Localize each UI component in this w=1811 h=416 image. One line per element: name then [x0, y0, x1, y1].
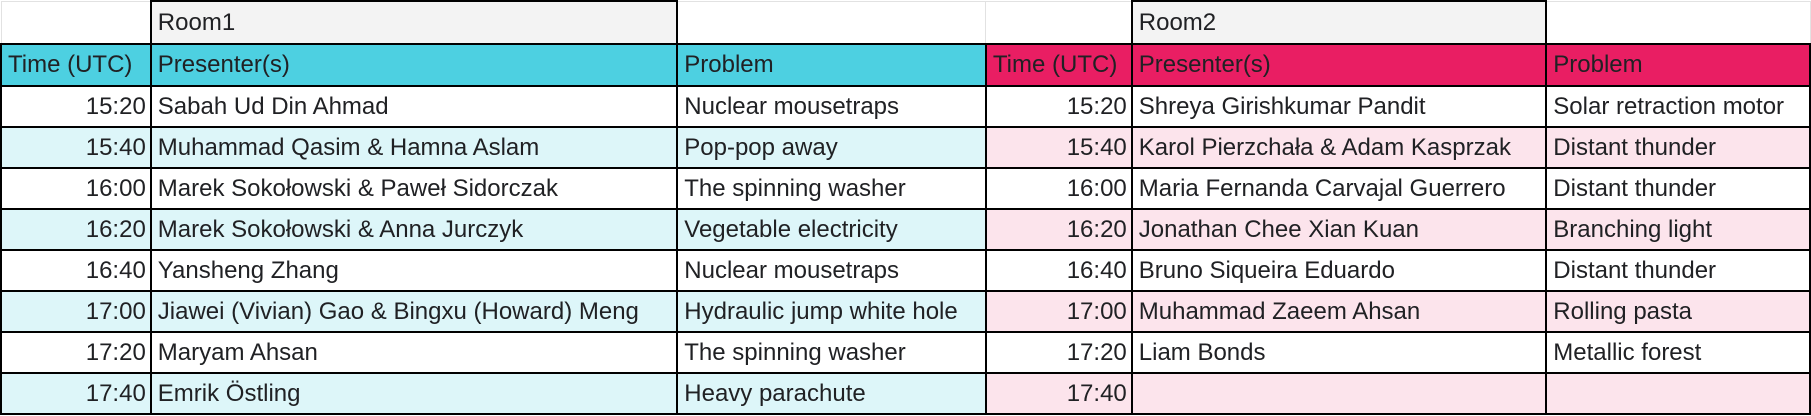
room1-problem-cell[interactable]: Hydraulic jump white hole — [676, 290, 987, 333]
room1-problem-cell[interactable]: Heavy parachute — [676, 372, 987, 415]
room1-presenters-cell[interactable]: Sabah Ud Din Ahmad — [149, 85, 679, 128]
room2-time-cell[interactable]: 16:40 — [984, 249, 1133, 292]
room1-problem-cell[interactable]: Nuclear mousetraps — [676, 85, 987, 128]
room2-problem-cell[interactable]: Metallic forest — [1545, 331, 1811, 374]
room-header-row: Room1 Room2 — [0, 0, 1811, 45]
room2-time-cell[interactable]: 15:20 — [984, 85, 1133, 128]
room1-presenters-cell[interactable]: Muhammad Qasim & Hamna Aslam — [149, 126, 679, 169]
room1-presenters-cell[interactable]: Emrik Östling — [149, 372, 679, 415]
cell-empty[interactable] — [0, 0, 152, 45]
room2-presenters-cell[interactable]: Karol Pierzchała & Adam Kasprzak — [1130, 126, 1548, 169]
room1-time-cell[interactable]: 17:40 — [0, 372, 152, 415]
room2-presenters-cell[interactable]: Bruno Siqueira Eduardo — [1130, 249, 1548, 292]
room1-time-cell[interactable]: 16:00 — [0, 167, 152, 210]
room1-time-cell[interactable]: 16:40 — [0, 249, 152, 292]
room1-time-cell[interactable]: 17:00 — [0, 290, 152, 333]
room2-problem-cell[interactable]: Distant thunder — [1545, 126, 1811, 169]
room1-label[interactable]: Room1 — [149, 0, 679, 45]
room1-time-cell[interactable]: 15:20 — [0, 85, 152, 128]
room1-problem-cell[interactable]: The spinning washer — [676, 167, 987, 210]
room1-presenters-cell[interactable]: Marek Sokołowski & Paweł Sidorczak — [149, 167, 679, 210]
table-row: 17:20 Maryam Ahsan The spinning washer 17:2… — [0, 331, 1811, 374]
room1-problem-cell[interactable]: The spinning washer — [676, 331, 987, 374]
cell-empty[interactable] — [676, 0, 987, 45]
room2-time-cell[interactable]: 16:00 — [984, 167, 1133, 210]
room2-presenters-cell[interactable] — [1130, 372, 1548, 415]
room1-problem-cell[interactable]: Nuclear mousetraps — [676, 249, 987, 292]
room1-presenters-header[interactable]: Presenter(s) — [149, 43, 679, 87]
room2-presenters-header[interactable]: Presenter(s) — [1130, 43, 1548, 87]
cell-empty[interactable] — [1545, 0, 1811, 45]
room2-problem-cell[interactable]: Branching light — [1545, 208, 1811, 251]
room2-problem-cell[interactable]: Rolling pasta — [1545, 290, 1811, 333]
room2-time-header[interactable]: Time (UTC) — [984, 43, 1133, 87]
room2-presenters-cell[interactable]: Muhammad Zaeem Ahsan — [1130, 290, 1548, 333]
room1-time-cell[interactable]: 16:20 — [0, 208, 152, 251]
room2-problem-cell[interactable]: Solar retraction motor — [1545, 85, 1811, 128]
room2-time-cell[interactable]: 16:20 — [984, 208, 1133, 251]
table-row: 16:00 Marek Sokołowski & Paweł Sidorczak T… — [0, 167, 1811, 210]
room2-problem-header[interactable]: Problem — [1545, 43, 1811, 87]
cell-empty[interactable] — [985, 0, 1133, 45]
room1-presenters-cell[interactable]: Yansheng Zhang — [149, 249, 679, 292]
room2-label[interactable]: Room2 — [1130, 0, 1548, 45]
table-row: 17:40 Emrik Östling Heavy parachute 17:40 — [0, 372, 1811, 415]
room2-time-cell[interactable]: 17:20 — [984, 331, 1133, 374]
room2-problem-cell[interactable] — [1545, 372, 1811, 415]
table-row: 17:00 Jiawei (Vivian) Gao & Bingxu (Howar… — [0, 290, 1811, 333]
room1-time-cell[interactable]: 15:40 — [0, 126, 152, 169]
room2-presenters-cell[interactable]: Liam Bonds — [1130, 331, 1548, 374]
column-header-row: Time (UTC) Presenter(s) Problem Time (UT… — [0, 43, 1811, 87]
room1-problem-cell[interactable]: Vegetable electricity — [676, 208, 987, 251]
room2-time-cell[interactable]: 17:40 — [984, 372, 1133, 415]
room2-problem-cell[interactable]: Distant thunder — [1545, 249, 1811, 292]
room1-problem-cell[interactable]: Pop-pop away — [676, 126, 987, 169]
room2-time-cell[interactable]: 15:40 — [984, 126, 1133, 169]
table-row: 15:20 Sabah Ud Din Ahmad Nuclear mousetrap… — [0, 85, 1811, 128]
room2-presenters-cell[interactable]: Jonathan Chee Xian Kuan — [1130, 208, 1548, 251]
room2-problem-cell[interactable]: Distant thunder — [1545, 167, 1811, 210]
table-row: 16:20 Marek Sokołowski & Anna Jurczyk Vege… — [0, 208, 1811, 251]
room1-presenters-cell[interactable]: Maryam Ahsan — [149, 331, 679, 374]
room1-problem-header[interactable]: Problem — [676, 43, 987, 87]
room1-presenters-cell[interactable]: Marek Sokołowski & Anna Jurczyk — [149, 208, 679, 251]
room2-presenters-cell[interactable]: Maria Fernanda Carvajal Guerrero — [1130, 167, 1548, 210]
room2-time-cell[interactable]: 17:00 — [984, 290, 1133, 333]
room1-time-header[interactable]: Time (UTC) — [0, 43, 152, 87]
room1-presenters-cell[interactable]: Jiawei (Vivian) Gao & Bingxu (Howard) Me… — [149, 290, 679, 333]
room2-presenters-cell[interactable]: Shreya Girishkumar Pandit — [1130, 85, 1548, 128]
room1-time-cell[interactable]: 17:20 — [0, 331, 152, 374]
table-row: 16:40 Yansheng Zhang Nuclear mousetraps 16:… — [0, 249, 1811, 292]
table-row: 15:40 Muhammad Qasim & Hamna Aslam Pop-pop… — [0, 126, 1811, 169]
